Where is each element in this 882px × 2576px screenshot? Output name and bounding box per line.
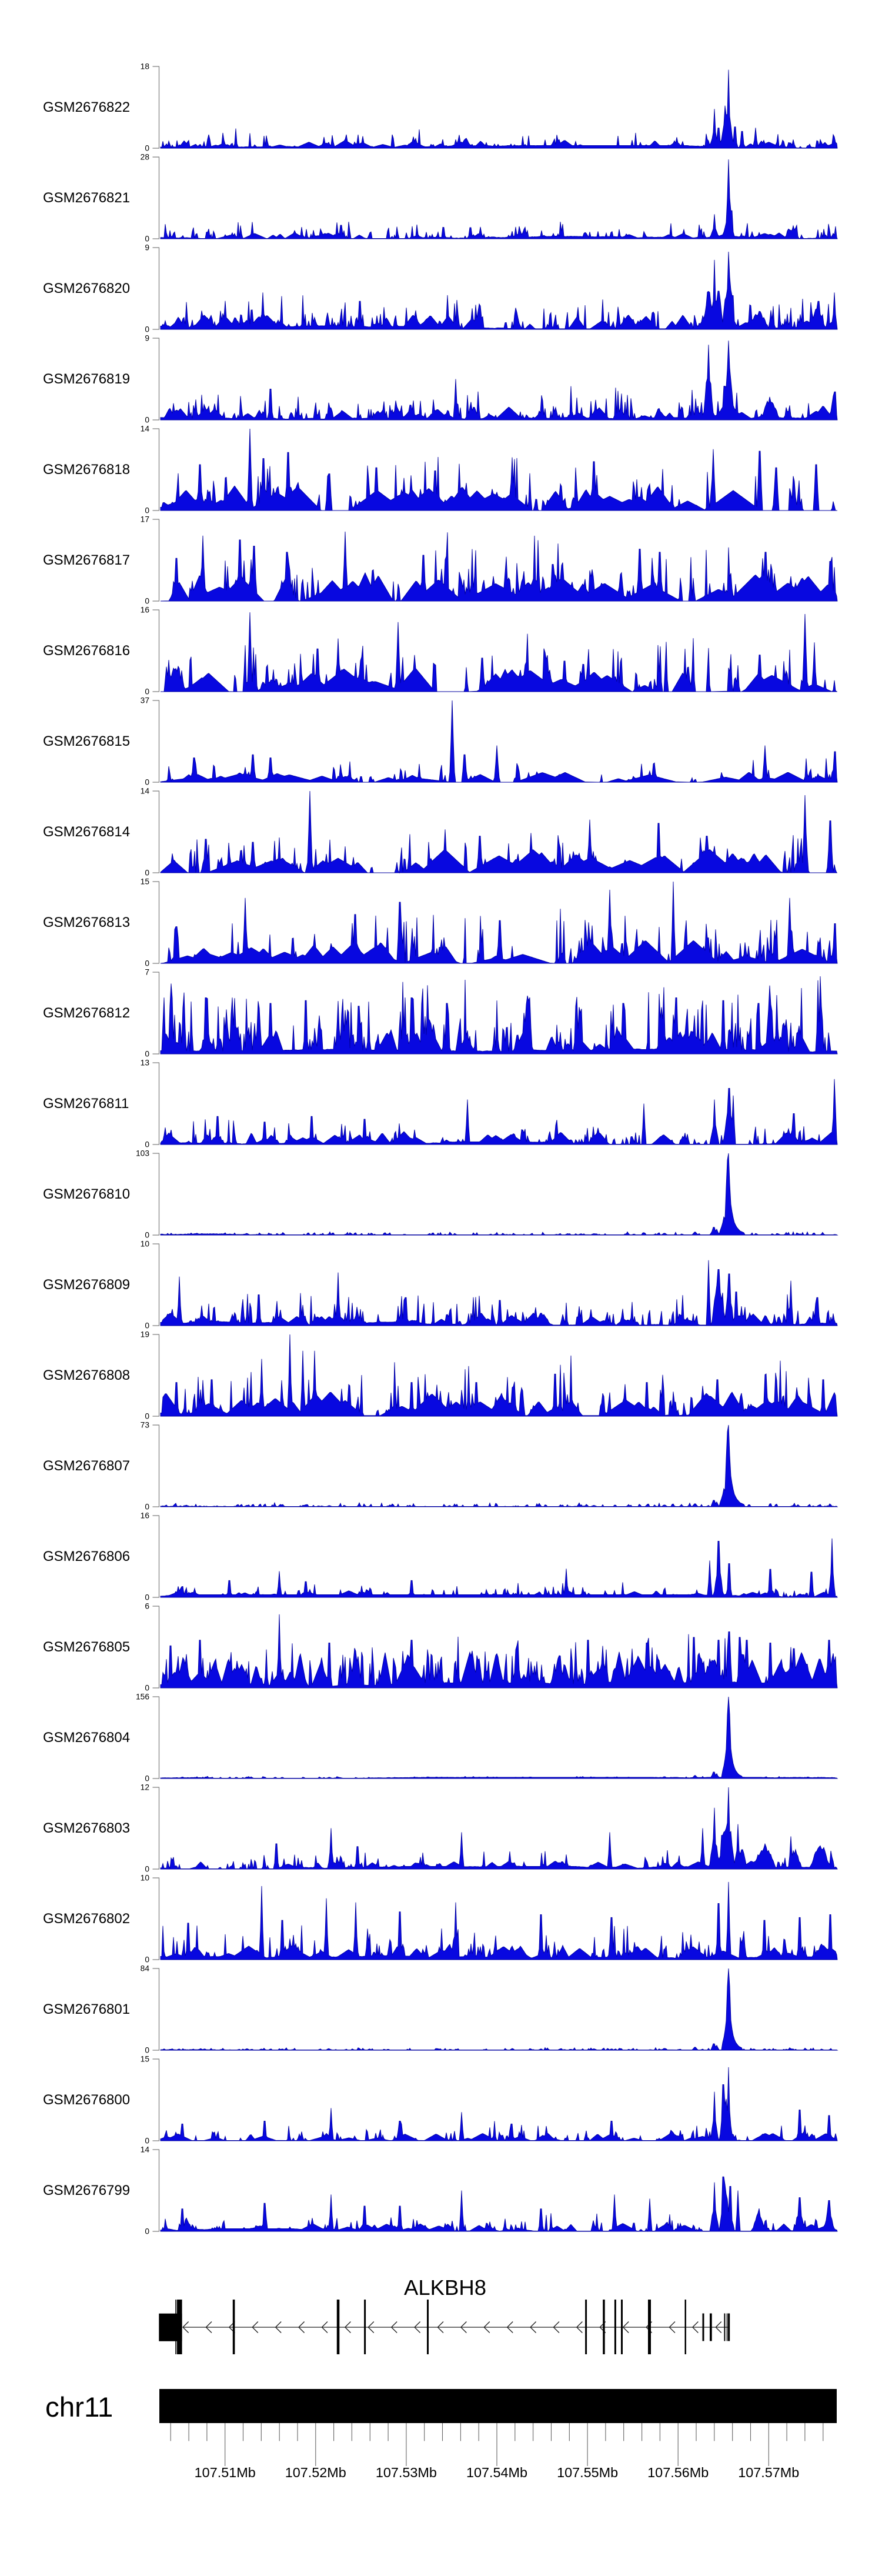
svg-text:17: 17 <box>141 515 149 524</box>
svg-text:0: 0 <box>145 1140 149 1149</box>
svg-text:156: 156 <box>136 1693 149 1701</box>
svg-text:GSM2676807: GSM2676807 <box>43 1458 130 1474</box>
svg-text:0: 0 <box>145 688 149 696</box>
svg-text:16: 16 <box>141 1511 150 1520</box>
svg-text:16: 16 <box>141 606 150 615</box>
svg-text:73: 73 <box>141 1421 150 1430</box>
svg-text:GSM2676820: GSM2676820 <box>43 281 130 296</box>
svg-text:0: 0 <box>145 959 149 968</box>
svg-text:GSM2676809: GSM2676809 <box>43 1277 130 1293</box>
svg-text:19: 19 <box>141 1330 150 1339</box>
svg-text:GSM2676821: GSM2676821 <box>43 190 130 206</box>
svg-text:18: 18 <box>141 62 150 71</box>
svg-text:14: 14 <box>141 787 150 796</box>
svg-text:0: 0 <box>145 778 149 787</box>
svg-text:GSM2676812: GSM2676812 <box>43 1005 130 1021</box>
svg-text:14: 14 <box>141 2145 150 2154</box>
svg-text:0: 0 <box>145 2046 149 2055</box>
svg-text:GSM2676803: GSM2676803 <box>43 1820 130 1836</box>
svg-text:107.57Mb: 107.57Mb <box>738 2465 799 2480</box>
svg-text:GSM2676819: GSM2676819 <box>43 371 130 387</box>
svg-text:28: 28 <box>141 153 150 162</box>
svg-text:GSM2676799: GSM2676799 <box>43 2183 130 2198</box>
svg-text:107.53Mb: 107.53Mb <box>376 2465 437 2480</box>
svg-text:0: 0 <box>145 1684 149 1693</box>
svg-text:0: 0 <box>145 2227 149 2236</box>
svg-text:0: 0 <box>145 1956 149 1964</box>
svg-text:0: 0 <box>145 1322 149 1330</box>
svg-text:GSM2676800: GSM2676800 <box>43 2092 130 2108</box>
svg-text:107.52Mb: 107.52Mb <box>285 2465 346 2480</box>
svg-text:ALKBH8: ALKBH8 <box>404 2275 486 2300</box>
svg-text:10: 10 <box>141 1240 150 1249</box>
svg-text:GSM2676801: GSM2676801 <box>43 2001 130 2017</box>
svg-text:0: 0 <box>145 144 149 153</box>
svg-text:GSM2676805: GSM2676805 <box>43 1639 130 1655</box>
svg-text:0: 0 <box>145 1503 149 1511</box>
svg-text:0: 0 <box>145 416 149 425</box>
svg-text:107.54Mb: 107.54Mb <box>466 2465 527 2480</box>
svg-text:13: 13 <box>141 1059 150 1067</box>
svg-text:0: 0 <box>145 1231 149 1240</box>
svg-text:GSM2676802: GSM2676802 <box>43 1911 130 1927</box>
svg-text:6: 6 <box>145 1602 149 1611</box>
svg-text:GSM2676817: GSM2676817 <box>43 552 130 568</box>
svg-text:37: 37 <box>141 696 149 705</box>
svg-text:15: 15 <box>141 2055 150 2064</box>
svg-text:107.56Mb: 107.56Mb <box>647 2465 709 2480</box>
svg-text:12: 12 <box>141 1783 149 1792</box>
svg-text:GSM2676808: GSM2676808 <box>43 1367 130 1383</box>
svg-text:GSM2676818: GSM2676818 <box>43 462 130 478</box>
svg-text:GSM2676822: GSM2676822 <box>43 99 130 115</box>
svg-text:GSM2676814: GSM2676814 <box>43 824 130 840</box>
svg-text:GSM2676810: GSM2676810 <box>43 1186 130 1202</box>
svg-text:0: 0 <box>145 2137 149 2145</box>
svg-text:0: 0 <box>145 1412 149 1421</box>
svg-text:0: 0 <box>145 235 149 243</box>
svg-text:GSM2676806: GSM2676806 <box>43 1549 130 1564</box>
svg-text:10: 10 <box>141 1874 150 1883</box>
svg-text:14: 14 <box>141 425 150 433</box>
svg-text:0: 0 <box>145 597 149 606</box>
svg-text:0: 0 <box>145 325 149 334</box>
svg-text:GSM2676815: GSM2676815 <box>43 733 130 749</box>
svg-text:0: 0 <box>145 1050 149 1059</box>
svg-text:15: 15 <box>141 877 150 886</box>
svg-text:0: 0 <box>145 869 149 877</box>
svg-text:chr11: chr11 <box>45 2392 113 2423</box>
svg-text:GSM2676811: GSM2676811 <box>43 1096 129 1112</box>
svg-text:GSM2676804: GSM2676804 <box>43 1730 130 1746</box>
svg-text:0: 0 <box>145 1865 149 1874</box>
svg-text:84: 84 <box>141 1964 150 1973</box>
svg-text:103: 103 <box>136 1149 149 1158</box>
svg-text:GSM2676816: GSM2676816 <box>43 643 130 659</box>
svg-text:107.55Mb: 107.55Mb <box>557 2465 618 2480</box>
svg-text:0: 0 <box>145 1774 149 1783</box>
svg-text:107.51Mb: 107.51Mb <box>195 2465 256 2480</box>
svg-text:9: 9 <box>145 243 149 252</box>
svg-text:0: 0 <box>145 506 149 515</box>
svg-text:7: 7 <box>145 968 149 977</box>
svg-text:0: 0 <box>145 1593 149 1602</box>
svg-text:9: 9 <box>145 334 149 343</box>
svg-text:GSM2676813: GSM2676813 <box>43 915 130 930</box>
